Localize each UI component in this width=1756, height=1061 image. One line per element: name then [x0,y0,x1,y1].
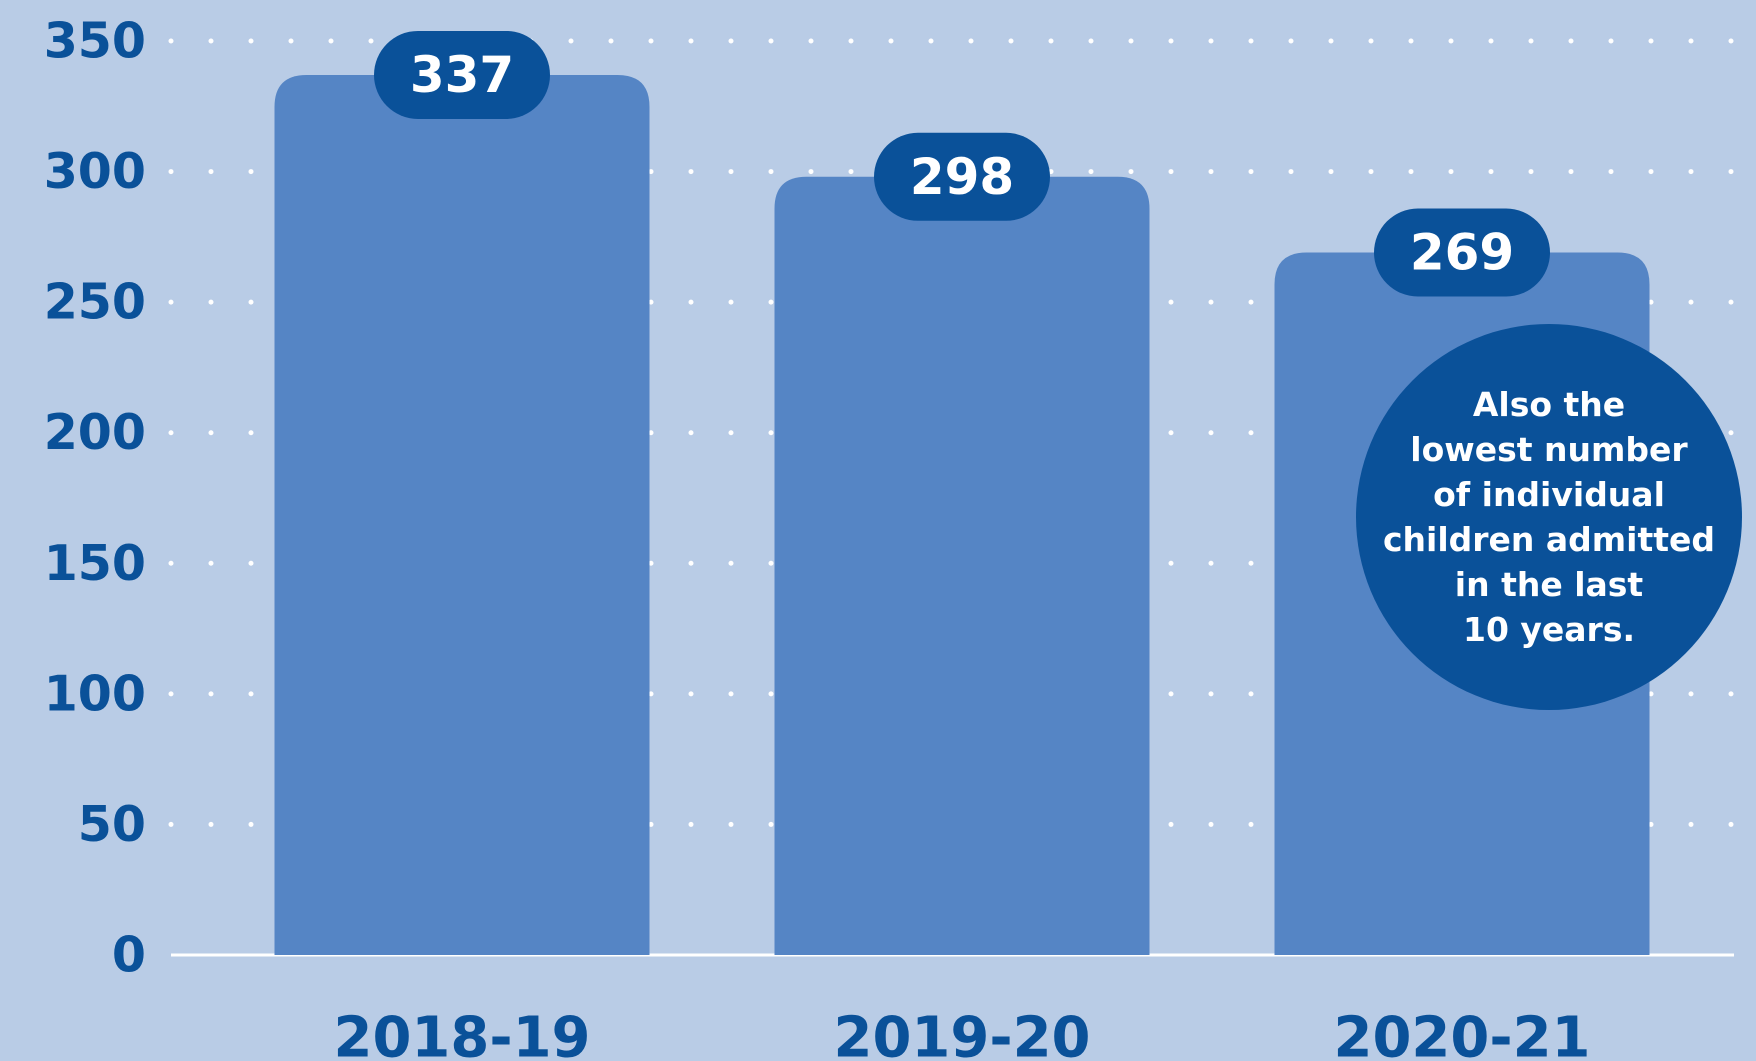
x-tick-label: 2018-19 [333,1006,590,1061]
bar [274,74,650,956]
y-tick-label: 100 [44,665,146,722]
annotation-text: 10 years. [1463,610,1635,649]
value-label-pill [874,132,1050,221]
y-tick-label: 50 [78,796,146,853]
annotation-text: in the last [1455,565,1644,604]
y-tick-label: 250 [44,274,146,331]
value-label: 269 [1410,224,1514,282]
value-label-pill [374,30,550,119]
y-tick-label: 0 [112,927,146,984]
annotation-text: children admitted [1383,520,1715,559]
annotation-text: Also the [1473,385,1625,424]
y-tick-label: 300 [44,143,146,200]
bar [774,176,1150,955]
annotation-text: of individual [1433,475,1665,514]
value-label: 337 [410,46,514,104]
annotation-text: lowest number [1410,430,1688,469]
x-tick-label: 2020-21 [1333,1006,1590,1061]
value-label: 298 [910,148,1014,206]
y-tick-label: 200 [44,404,146,461]
y-tick-label: 350 [44,13,146,70]
value-label-pill [1374,208,1550,297]
y-tick-label: 150 [44,535,146,592]
annotation-circle [1356,324,1742,710]
x-tick-label: 2019-20 [833,1006,1090,1061]
